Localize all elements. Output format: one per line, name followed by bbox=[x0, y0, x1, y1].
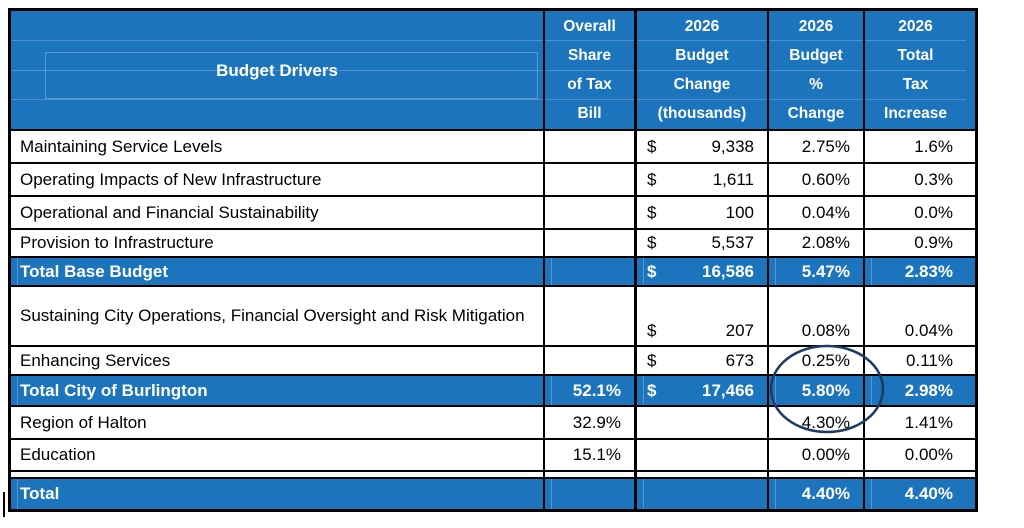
spacer-cell bbox=[637, 472, 769, 477]
budget-drivers-table: Budget Drivers Overall Share of Tax Bill… bbox=[8, 8, 978, 512]
spacer-cell bbox=[545, 472, 637, 477]
table-row-education: Education 15.1% 0.00% 0.00% bbox=[11, 438, 975, 470]
share-cell: 32.9% bbox=[545, 407, 637, 438]
pct-change-cell: 5.47% bbox=[769, 258, 865, 285]
row-label: Sustaining City Operations, Financial Ov… bbox=[11, 287, 545, 345]
table-row-operational-sustainability: Operational and Financial Sustainability… bbox=[11, 195, 975, 228]
currency-symbol: $ bbox=[647, 321, 657, 340]
currency-symbol: $ bbox=[647, 169, 657, 189]
table-row-total: Total 4.40% 4.40% bbox=[11, 477, 975, 509]
row-label: Enhancing Services bbox=[11, 347, 545, 374]
table-row-total-base-budget: Total Base Budget $ 16,586 5.47% 2.83% bbox=[11, 256, 975, 285]
row-label: Region of Halton bbox=[11, 407, 545, 438]
amount-cell: $ 16,586 bbox=[637, 258, 769, 285]
tax-increase-cell: 2.83% bbox=[865, 258, 966, 285]
currency-symbol: $ bbox=[647, 350, 657, 370]
table-row-maintaining-service-levels: Maintaining Service Levels $ 9,338 2.75%… bbox=[11, 129, 975, 162]
pct-change-cell: 5.80% bbox=[769, 376, 865, 405]
amount-cell: $ 207 bbox=[637, 287, 769, 345]
row-label: Maintaining Service Levels bbox=[11, 131, 545, 162]
amount-cell bbox=[637, 479, 769, 509]
amount-value: 17,466 bbox=[702, 380, 754, 400]
tax-increase-cell: 0.04% bbox=[904, 321, 953, 340]
amount-cell: $ 100 bbox=[637, 197, 769, 228]
share-cell: 52.1% bbox=[545, 376, 637, 405]
currency-symbol: $ bbox=[647, 202, 657, 222]
tax-increase-cell: 0.3% bbox=[914, 169, 953, 189]
pct-change-cell: 4.40% bbox=[769, 479, 865, 509]
amount-value: 9,338 bbox=[711, 136, 754, 156]
pct-change-cell: 0.25% bbox=[769, 347, 865, 374]
table-row-region-of-halton: Region of Halton 32.9% 4.30% 1.41% bbox=[11, 405, 975, 438]
share-cell bbox=[545, 164, 637, 195]
currency-symbol: $ bbox=[647, 233, 657, 252]
table-row-total-city-of-burlington: Total City of Burlington 52.1% $ 17,466 … bbox=[11, 374, 975, 405]
share-cell: 15.1% bbox=[545, 440, 637, 470]
row-label: Operating Impacts of New Infrastructure bbox=[11, 164, 545, 195]
amount-cell bbox=[637, 440, 769, 470]
currency-symbol: $ bbox=[647, 136, 657, 156]
tax-increase-cell: 0.11% bbox=[906, 350, 953, 370]
amount-value: 5,537 bbox=[711, 233, 754, 252]
tax-increase-cell: 4.40% bbox=[865, 479, 966, 509]
table-header-row: Budget Drivers Overall Share of Tax Bill… bbox=[11, 11, 975, 129]
pct-change-cell: 4.30% bbox=[769, 407, 865, 438]
row-label: Provision to Infrastructure bbox=[11, 230, 545, 256]
row-label: Total City of Burlington bbox=[11, 376, 545, 405]
header-total-tax-increase: 2026 Total Tax Increase bbox=[865, 11, 966, 129]
stray-cursor-mark bbox=[3, 492, 5, 517]
table-row-enhancing-services: Enhancing Services $ 673 0.25% 0.11% bbox=[11, 345, 975, 374]
row-label: Total Base Budget bbox=[11, 258, 545, 285]
row-label: Total bbox=[11, 479, 545, 509]
share-cell bbox=[545, 131, 637, 162]
share-cell bbox=[545, 197, 637, 228]
tax-increase-cell: 1.6% bbox=[914, 136, 953, 156]
amount-cell: $ 673 bbox=[637, 347, 769, 374]
table-row-sustaining-city-operations: Sustaining City Operations, Financial Ov… bbox=[11, 285, 975, 345]
amount-cell: $ 1,611 bbox=[637, 164, 769, 195]
share-cell bbox=[545, 347, 637, 374]
spacer-cell bbox=[865, 472, 966, 477]
amount-cell: $ 17,466 bbox=[637, 376, 769, 405]
share-cell bbox=[545, 287, 637, 345]
tax-increase-cell: 1.41% bbox=[904, 412, 953, 432]
currency-symbol: $ bbox=[647, 261, 657, 281]
pct-change-cell: 0.04% bbox=[769, 197, 865, 228]
tax-increase-cell: 0.00% bbox=[904, 445, 953, 464]
amount-value: 673 bbox=[725, 350, 754, 370]
spacer-cell bbox=[11, 472, 545, 477]
share-cell bbox=[545, 258, 637, 285]
share-cell bbox=[545, 479, 637, 509]
header-budget-drivers-label: Budget Drivers bbox=[216, 60, 338, 80]
row-label: Education bbox=[11, 440, 545, 470]
header-budget-drivers: Budget Drivers bbox=[11, 11, 545, 129]
amount-value: 100 bbox=[725, 202, 754, 222]
amount-value: 16,586 bbox=[702, 261, 754, 281]
amount-cell bbox=[637, 407, 769, 438]
table-row-operating-impacts: Operating Impacts of New Infrastructure … bbox=[11, 162, 975, 195]
header-budget-pct-change: 2026 Budget % Change bbox=[769, 11, 865, 129]
amount-cell: $ 5,537 bbox=[637, 230, 769, 256]
pct-change-cell: 2.75% bbox=[769, 131, 865, 162]
tax-increase-cell: 0.0% bbox=[914, 202, 953, 222]
pct-change-cell: 0.60% bbox=[769, 164, 865, 195]
currency-symbol: $ bbox=[647, 380, 657, 400]
share-cell bbox=[545, 230, 637, 256]
amount-value: 1,611 bbox=[712, 169, 754, 189]
table-row-provision-to-infrastructure: Provision to Infrastructure $ 5,537 2.08… bbox=[11, 228, 975, 256]
spacer-cell bbox=[769, 472, 865, 477]
header-overall-share: Overall Share of Tax Bill bbox=[545, 11, 637, 129]
pct-change-cell: 0.08% bbox=[769, 287, 865, 345]
row-label: Operational and Financial Sustainability bbox=[11, 197, 545, 228]
amount-cell: $ 9,338 bbox=[637, 131, 769, 162]
amount-value: 207 bbox=[725, 321, 754, 340]
header-budget-change: 2026 Budget Change (thousands) bbox=[637, 11, 769, 129]
tax-increase-cell: 2.98% bbox=[865, 376, 966, 405]
spacer-row bbox=[11, 470, 975, 477]
pct-change-cell: 2.08% bbox=[769, 230, 865, 256]
tax-increase-cell: 0.9% bbox=[914, 233, 953, 252]
pct-change-cell: 0.00% bbox=[769, 440, 865, 470]
